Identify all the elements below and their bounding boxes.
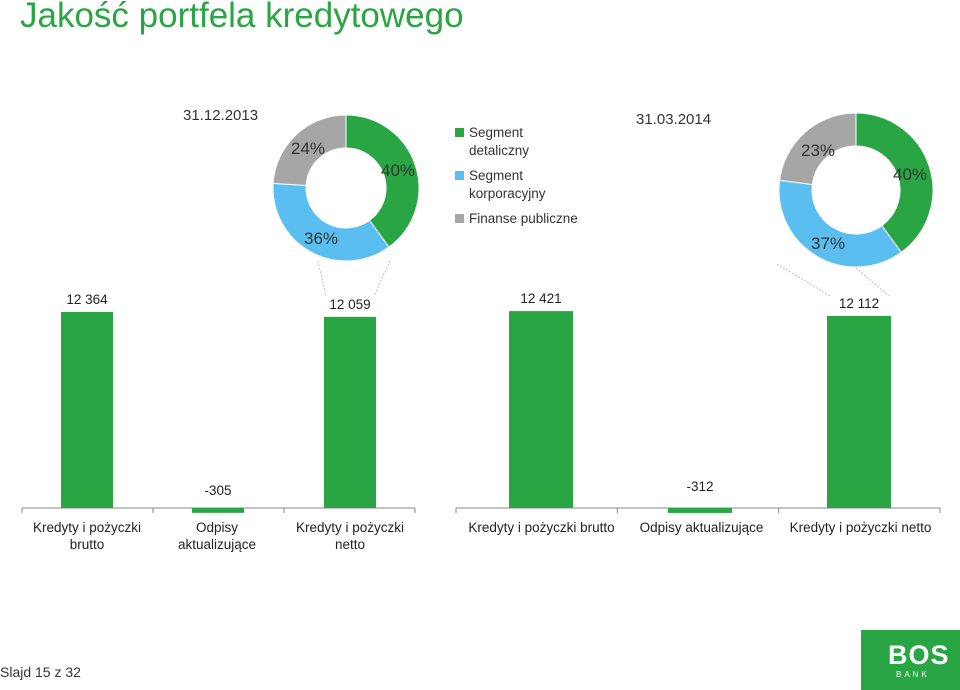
bar-chart-2013: 12 364 -305 12 059 <box>21 292 416 513</box>
connector-line <box>776 263 831 297</box>
slice-label: 24% <box>291 139 325 158</box>
legend-item-finanse: Finanse publiczne <box>455 210 579 228</box>
slice-label: 23% <box>801 141 835 160</box>
data-label: -305 <box>204 483 231 498</box>
legend-item-korporacyjny: Segment korporacyjny <box>455 167 579 203</box>
connector-line <box>373 260 391 297</box>
legend-swatch <box>455 214 464 223</box>
legend-swatch <box>455 128 464 137</box>
donut-2014-title: 31.03.2014 <box>636 111 712 128</box>
connector-line <box>317 260 327 297</box>
bar <box>509 311 573 508</box>
bar <box>324 316 376 508</box>
legend: Segment detaliczny Segment korporacyjny … <box>455 124 579 235</box>
donut-slice <box>778 179 902 268</box>
category-label: Kredyty i pożyczki brutto <box>468 520 615 535</box>
legend-label: Finanse publiczne <box>469 211 578 226</box>
legend-item-detaliczny: Segment detaliczny <box>455 124 579 160</box>
bar-chart-2014: 12 421 -312 12 112 <box>455 291 941 513</box>
slice-label: 40% <box>893 165 927 184</box>
category-label: Odpisy aktualizujące <box>177 520 257 552</box>
slice-label: 36% <box>304 229 338 248</box>
category-label: Kredyty i pożyczki brutto <box>32 520 142 552</box>
legend-swatch <box>455 171 464 180</box>
connector-lines <box>317 260 890 297</box>
category-label: Kredyty i pożyczki netto <box>789 520 932 535</box>
bank-logo-sub: BANK <box>896 670 930 679</box>
legend-label: Segment korporacyjny <box>469 168 546 201</box>
data-label: 12 364 <box>66 292 108 307</box>
bar <box>192 508 244 513</box>
bar <box>61 312 113 508</box>
slide-number: Slajd 15 z 32 <box>0 664 81 680</box>
donut-slice <box>855 112 934 253</box>
page-title: Jakość portfela kredytowego <box>20 0 464 35</box>
data-label: 12 112 <box>839 296 879 311</box>
category-label: Kredyty i pożyczki netto <box>295 520 405 552</box>
donut-slice <box>272 114 347 187</box>
connector-line <box>855 267 890 297</box>
donut-slice <box>345 114 420 248</box>
slice-label: 37% <box>811 234 845 253</box>
category-label: Odpisy aktualizujące <box>639 520 764 535</box>
donut-slice <box>272 182 390 262</box>
bank-logo: BOS <box>888 640 950 670</box>
bank-logo-background <box>861 630 960 690</box>
bar <box>668 508 732 513</box>
legend-label: Segment detaliczny <box>469 125 530 158</box>
donut-slice <box>779 112 857 186</box>
donut-2013: 40% 36% 24% <box>272 114 420 262</box>
slice-label: 40% <box>381 161 415 180</box>
data-label: 12 059 <box>329 297 370 312</box>
data-label: 12 421 <box>520 291 561 306</box>
donut-2014: 40% 37% 23% <box>778 112 934 268</box>
data-label: -312 <box>686 479 713 494</box>
bar <box>827 315 891 508</box>
donut-2013-title: 31.12.2013 <box>183 107 259 124</box>
